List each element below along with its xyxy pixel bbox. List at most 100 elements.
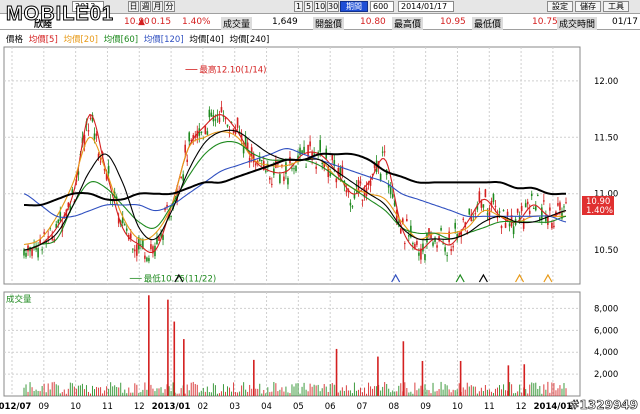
volume-bar xyxy=(259,383,261,396)
tools-button[interactable]: 工具 xyxy=(603,1,629,12)
candle-body xyxy=(414,244,416,249)
volume-bar xyxy=(470,385,472,396)
volume-bar xyxy=(261,393,263,396)
volume-bar xyxy=(47,383,49,396)
high-value: 10.95 xyxy=(440,17,466,27)
freq-month-button[interactable]: 月 xyxy=(152,1,163,12)
volume-bar xyxy=(281,387,283,396)
candle-body xyxy=(138,237,140,250)
volume-bar xyxy=(345,385,347,396)
candle-body xyxy=(553,225,555,228)
candle-body xyxy=(89,117,92,119)
volume-bar xyxy=(359,387,361,396)
candle-body xyxy=(432,242,434,246)
candle-body xyxy=(129,233,132,239)
x-tick-label: 06 xyxy=(325,402,336,412)
volume-bar xyxy=(243,382,245,396)
period-button[interactable]: 期間 xyxy=(340,1,368,12)
volume-bar xyxy=(529,384,531,396)
volume-bar xyxy=(27,391,29,396)
candle-body xyxy=(446,255,448,257)
candle-body xyxy=(434,237,436,242)
candle-body xyxy=(353,193,356,199)
volume-bar xyxy=(269,392,271,396)
date-input[interactable]: 2014/01/17 xyxy=(398,1,454,12)
volume-bar xyxy=(92,385,94,396)
volume-bar xyxy=(319,391,321,396)
legend-item-ma5: 均價[5] xyxy=(28,35,58,45)
volume-bar xyxy=(245,389,247,396)
quote-bar: 欣陸 10.90 ▲ 0.15 1.40% 成交量 1,649 開盤價 10.8… xyxy=(0,14,640,30)
volume-bar xyxy=(237,392,239,396)
volume-bar xyxy=(87,391,89,396)
candle-body xyxy=(160,232,162,237)
volume-bar xyxy=(138,393,140,396)
volume-bar xyxy=(400,383,402,396)
volume-bar xyxy=(420,385,422,396)
volume-spike xyxy=(523,364,526,396)
candle-body xyxy=(172,204,174,210)
candle-body xyxy=(121,216,124,224)
settings-button[interactable]: 設定 xyxy=(547,1,573,12)
candle-body xyxy=(534,206,537,211)
volume-bar xyxy=(79,385,81,396)
volume-bar xyxy=(553,382,555,396)
volume-bar xyxy=(100,387,102,396)
volume-bar xyxy=(537,388,539,396)
x-tick-label: 05 xyxy=(293,402,304,412)
volume-bar xyxy=(349,390,351,396)
candle-body xyxy=(532,208,535,210)
volume-bar xyxy=(162,392,164,396)
volume-bar xyxy=(531,382,533,396)
x-tick-label: 08 xyxy=(388,402,399,412)
volume-bar xyxy=(160,387,162,396)
candle-body xyxy=(208,109,211,118)
candle-body xyxy=(260,159,263,161)
volume-bar xyxy=(233,382,235,396)
freq-week-button[interactable]: 週 xyxy=(140,1,151,12)
volume-bar xyxy=(158,388,160,396)
volume-bar xyxy=(311,386,313,396)
volume-value: 1,649 xyxy=(272,17,298,27)
volume-bar xyxy=(122,392,124,396)
candle-body xyxy=(93,133,96,140)
freq-minute-button[interactable]: 分 xyxy=(164,1,175,12)
volume-bar xyxy=(315,385,317,396)
volume-bar xyxy=(396,391,398,396)
volume-spike xyxy=(402,341,405,396)
candle-body xyxy=(315,166,317,169)
candle-body xyxy=(420,248,422,260)
candle-body xyxy=(132,248,134,250)
minute-30-button[interactable]: 30 xyxy=(327,1,339,12)
minute-1-button[interactable]: 1 xyxy=(294,1,303,12)
stock-name: 欣陸 xyxy=(34,20,53,30)
minute-5-button[interactable]: 5 xyxy=(304,1,313,12)
volume-bar xyxy=(59,393,61,396)
candle-body xyxy=(480,201,483,208)
candle-body xyxy=(91,114,94,122)
volume-bar xyxy=(216,393,218,396)
volume-bar xyxy=(309,383,311,396)
volume-bar xyxy=(416,390,418,396)
period-input[interactable]: 600 xyxy=(370,1,394,12)
freq-day-button[interactable]: 日 xyxy=(128,1,139,12)
stock-code-input[interactable]: 2013 xyxy=(72,1,104,12)
price-tick-label: 12.00 xyxy=(594,77,618,87)
x-tick-label: 2013/01 xyxy=(152,402,191,412)
candle-body xyxy=(158,236,160,241)
candle-body xyxy=(373,163,376,168)
volume-bar xyxy=(317,384,319,396)
volume-bar xyxy=(392,390,394,396)
volume-bar xyxy=(29,382,31,396)
save-button[interactable]: 儲存 xyxy=(575,1,601,12)
minute-10-button[interactable]: 10 xyxy=(314,1,326,12)
candle-body xyxy=(349,202,352,206)
candle-body xyxy=(474,213,477,215)
candle-body xyxy=(399,228,402,234)
volume-bar xyxy=(214,385,216,396)
candle-body xyxy=(180,176,182,178)
candle-body xyxy=(337,167,340,176)
candle-body xyxy=(264,170,267,172)
candle-body xyxy=(516,208,519,213)
volume-bar xyxy=(424,384,426,396)
